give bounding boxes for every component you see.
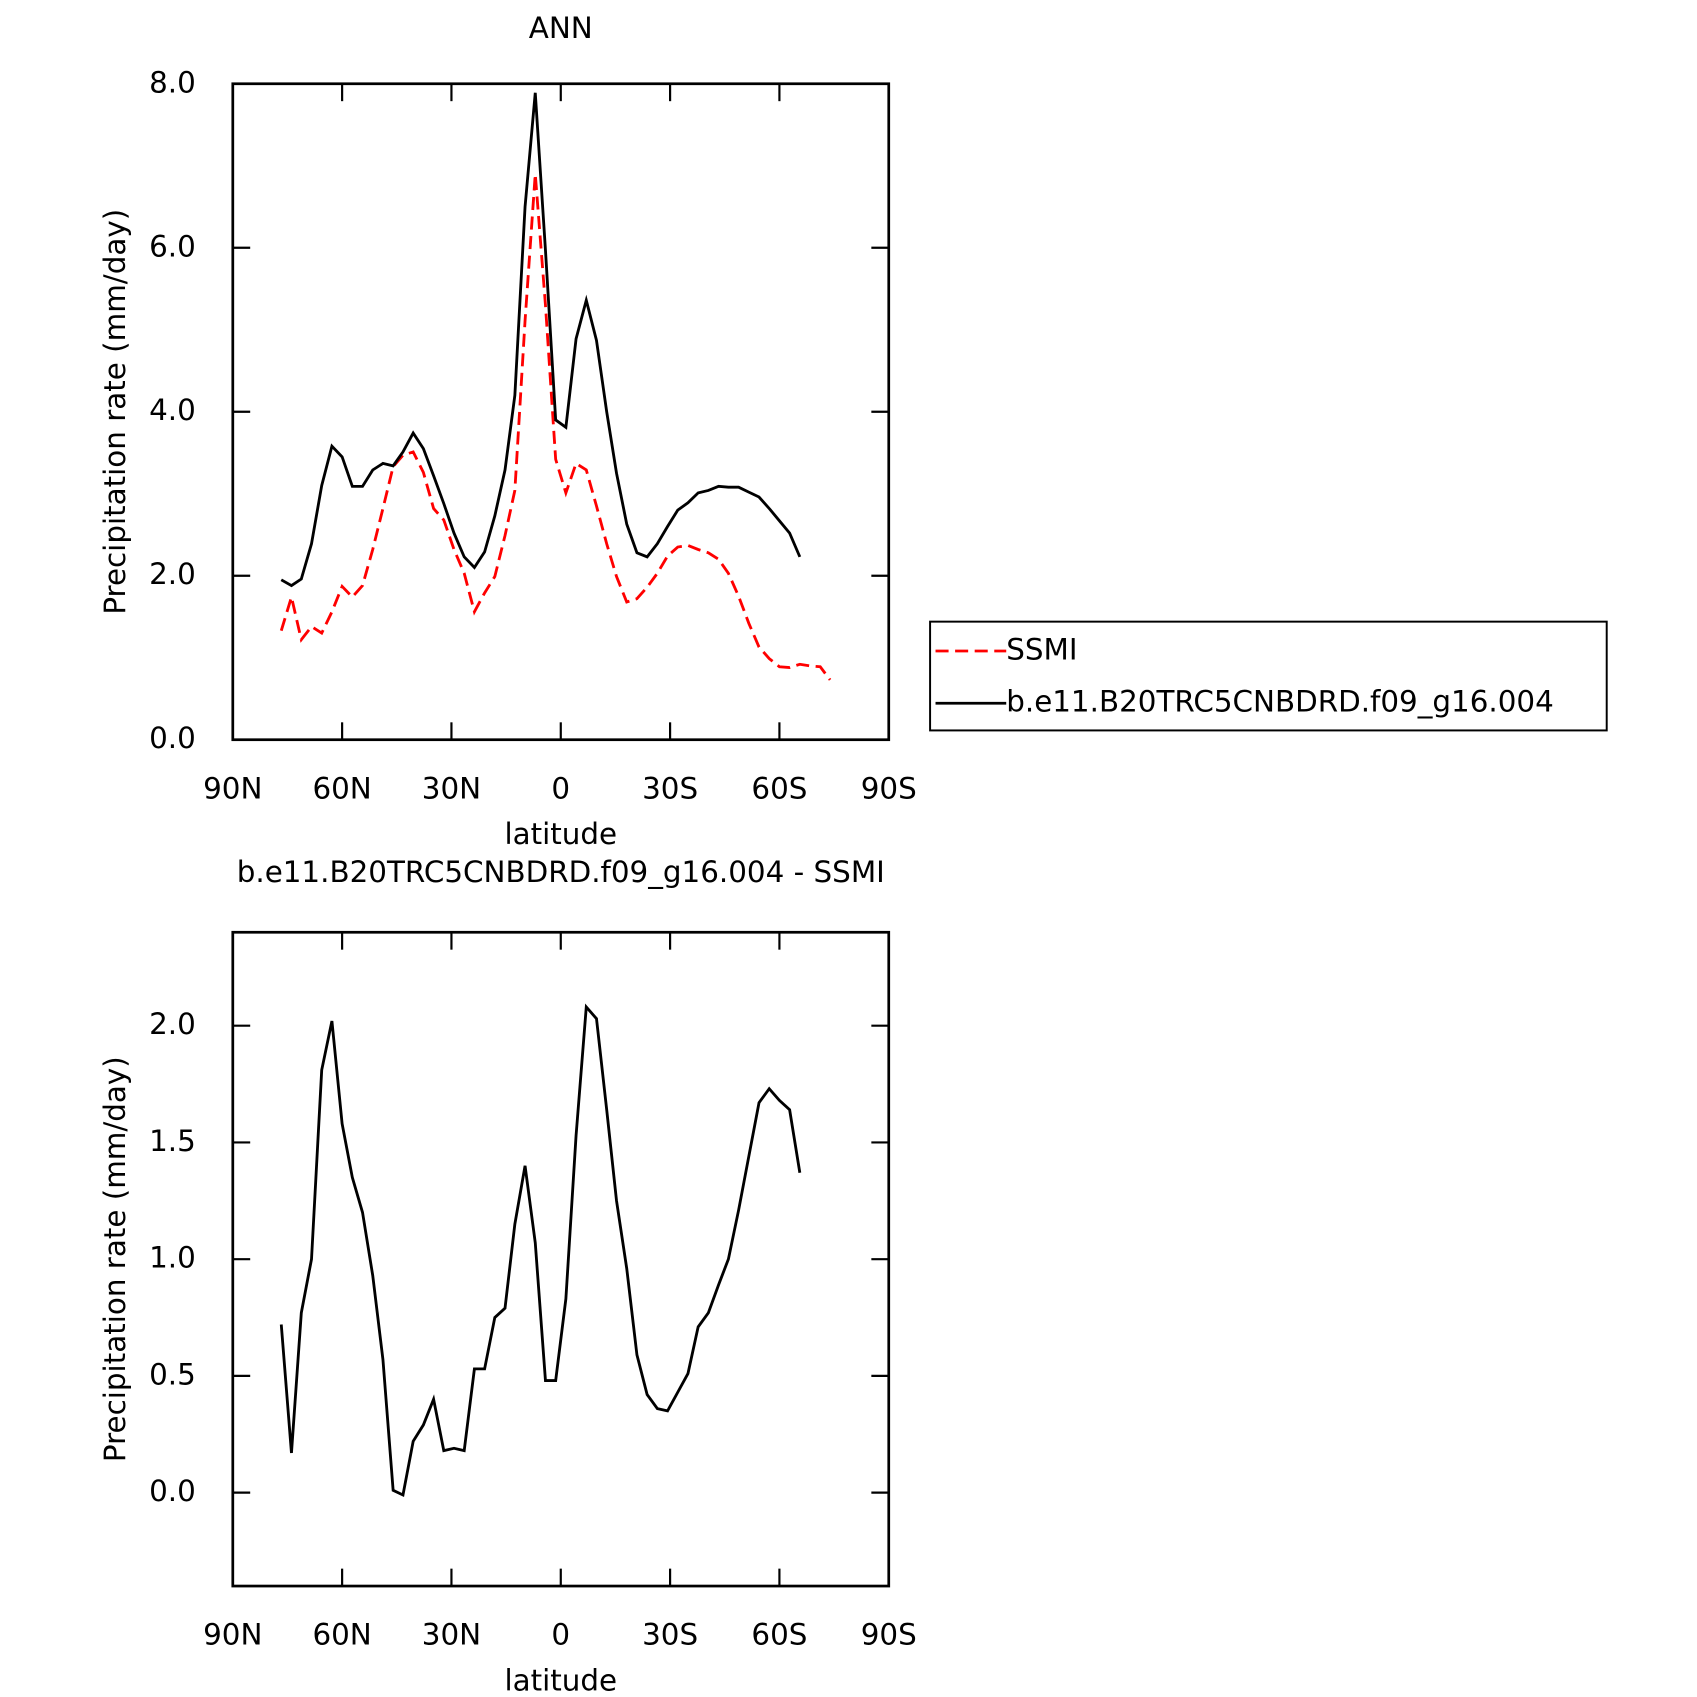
x-axis-label: latitude	[504, 1663, 617, 1697]
x-tick-label: 0	[551, 771, 570, 805]
y-tick-label: 1.0	[149, 1241, 196, 1275]
x-tick-label: 60S	[751, 771, 807, 805]
y-tick-label: 0.5	[149, 1357, 196, 1391]
y-tick-label: 1.5	[149, 1124, 196, 1158]
x-tick-label: 90N	[203, 1618, 262, 1652]
y-tick-label: 0.0	[149, 1474, 196, 1508]
x-tick-label: 30S	[642, 771, 698, 805]
y-axis-label: Precipitation rate (mm/day)	[98, 209, 132, 615]
y-tick-label: 0.0	[149, 721, 196, 755]
y-axis-label: Precipitation rate (mm/day)	[98, 1056, 132, 1462]
legend-label: SSMI	[1006, 633, 1077, 667]
x-tick-label: 60N	[312, 771, 371, 805]
plot-frame	[231, 82, 891, 742]
y-tick-label: 2.0	[149, 1007, 196, 1041]
chart-title: ANN	[529, 11, 593, 45]
diff-line	[279, 1003, 802, 1498]
y-tick-label: 2.0	[149, 557, 196, 591]
x-tick-label: 30N	[422, 771, 481, 805]
x-tick-label: 0	[551, 1618, 570, 1652]
x-tick-label: 30N	[422, 1618, 481, 1652]
x-tick-label: 90N	[203, 771, 262, 805]
legend-box	[929, 620, 1608, 732]
legend-label: b.e11.B20TRC5CNBDRD.f09_g16.004	[1006, 685, 1554, 719]
chart-title: b.e11.B20TRC5CNBDRD.f09_g16.004 - SSMI	[237, 855, 885, 889]
series-line	[280, 92, 802, 588]
x-tick-label: 90S	[861, 771, 917, 805]
series-line	[279, 173, 832, 681]
x-tick-label: 60S	[751, 1618, 807, 1652]
x-tick-label: 60N	[312, 1618, 371, 1652]
y-tick-label: 6.0	[149, 229, 196, 263]
y-tick-label: 4.0	[149, 393, 196, 427]
x-tick-label: 30S	[642, 1618, 698, 1652]
x-axis-label: latitude	[504, 817, 617, 851]
y-tick-label: 8.0	[149, 65, 196, 99]
x-tick-label: 90S	[861, 1618, 917, 1652]
